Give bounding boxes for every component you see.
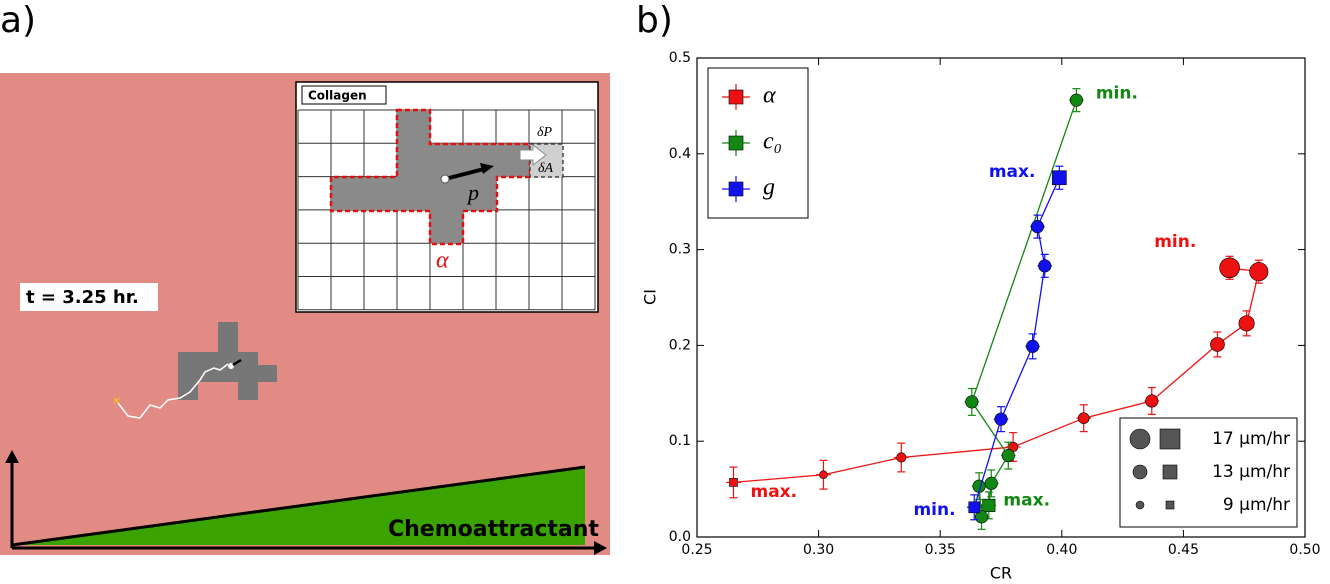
- point: [984, 476, 998, 490]
- annotation: max.: [1003, 491, 1050, 511]
- point: [1249, 262, 1269, 282]
- y-tick-label: 0.1: [669, 433, 691, 449]
- panel-label: a): [0, 0, 36, 41]
- legend-label: α: [763, 83, 776, 109]
- time-box: [20, 283, 158, 311]
- cell-polarity: [232, 358, 242, 367]
- annotation: min.: [913, 500, 955, 520]
- delta-p: δP: [537, 125, 553, 140]
- point: [982, 498, 996, 512]
- y-tick-label: 0.0: [669, 529, 691, 545]
- point: [729, 478, 738, 487]
- size-legend-marker: [1132, 464, 1148, 480]
- legend-marker: [728, 181, 744, 197]
- size-legend-marker: [1129, 428, 1151, 450]
- point: [1001, 449, 1015, 463]
- annotation: max.: [989, 162, 1036, 182]
- y-axis-label: CI: [641, 289, 660, 305]
- x-tick-label: 0.50: [1289, 542, 1320, 558]
- y-arrowhead: [5, 450, 19, 463]
- cell-center: [228, 363, 234, 369]
- point: [1238, 315, 1255, 332]
- time-label: t = 3.25 hr.: [26, 287, 139, 308]
- size-legend-label: 9 µm/hr: [1223, 495, 1290, 515]
- delta-a: δA: [538, 161, 554, 176]
- x-arrowhead: [594, 541, 607, 555]
- panel-label: b): [636, 0, 673, 41]
- point: [1145, 394, 1159, 408]
- point: [1030, 220, 1045, 234]
- point: [819, 470, 828, 480]
- point: [1219, 257, 1240, 279]
- x-tick-label: 0.25: [681, 542, 712, 558]
- size-legend-label: 17 µm/hr: [1212, 429, 1290, 449]
- legend-label: g: [763, 175, 775, 201]
- gradient-edge: [11, 465, 586, 547]
- point: [1077, 412, 1090, 425]
- start-mark: ×: [112, 394, 121, 407]
- point: [994, 412, 1008, 426]
- annotation: min.: [1096, 83, 1138, 103]
- size-legend-marker: [1162, 464, 1178, 480]
- size-legend-label: 13 µm/hr: [1212, 462, 1290, 482]
- point: [1052, 170, 1067, 186]
- point: [1210, 337, 1225, 352]
- point: [974, 510, 989, 524]
- gradient-label: Chemoattractant: [388, 517, 599, 542]
- inset-title: Collagen: [308, 89, 367, 103]
- size-legend-marker: [1135, 500, 1145, 510]
- point: [896, 452, 907, 463]
- trajectory: [117, 363, 229, 419]
- series-line: [733, 267, 1260, 484]
- point: [1038, 259, 1052, 273]
- legend-marker: [728, 135, 744, 151]
- y-tick-label: 0.5: [669, 50, 691, 66]
- size-legend-marker: [1165, 500, 1175, 510]
- point: [1069, 93, 1083, 107]
- size-legend-marker: [1159, 428, 1181, 450]
- point: [968, 501, 981, 514]
- series-line: [973, 177, 1060, 508]
- y-tick-label: 0.4: [669, 146, 691, 162]
- x-tick-label: 0.45: [1168, 542, 1199, 558]
- cell: [178, 322, 277, 400]
- inset: Collagen δP δA p⃗ α: [295, 81, 599, 313]
- point: [1026, 339, 1040, 353]
- point: [965, 395, 979, 409]
- cell-label: α: [436, 248, 449, 274]
- legend-label: c₀: [763, 129, 782, 155]
- x-tick-label: 0.35: [925, 542, 956, 558]
- polarization-label: p⃗: [466, 180, 496, 205]
- y-tick-label: 0.3: [669, 242, 691, 258]
- x-tick-label: 0.30: [803, 542, 834, 558]
- legend-marker: [728, 89, 744, 105]
- annotation: max.: [751, 482, 798, 502]
- annotation: min.: [1154, 232, 1196, 252]
- x-axis-label: CR: [990, 564, 1012, 583]
- y-tick-label: 0.2: [669, 337, 691, 353]
- x-tick-label: 0.40: [1046, 542, 1077, 558]
